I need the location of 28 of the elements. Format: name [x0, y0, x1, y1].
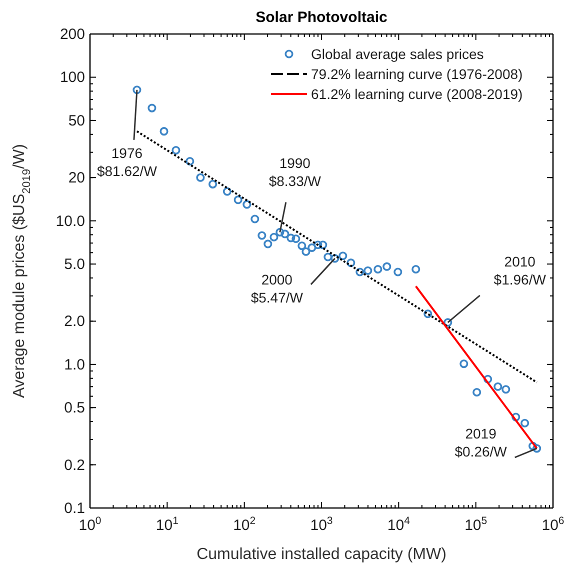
- y-tick-label: 1.0: [64, 356, 85, 374]
- annotation: 2019 $0.26/W: [454, 425, 508, 460]
- x-tick-label: 10$^{5}$: [464, 515, 488, 534]
- x-tick-label: 10$^{0}$: [78, 515, 102, 534]
- x-tick-label: 10$^{6}$: [542, 515, 564, 534]
- y-tick-label: 20: [68, 170, 85, 187]
- y-tick-label: 2.0: [64, 313, 85, 330]
- x-axis-title: Cumulative installed capacity (MW): [196, 546, 446, 563]
- legend-label: 61.2% learning curve (2008-2019): [311, 86, 523, 102]
- y-tick-label: 200: [60, 26, 85, 43]
- annotation: 1990 $8.33/W: [268, 155, 322, 190]
- y-tick-label: 0.2: [64, 456, 85, 474]
- x-tick-label: 10$^{2}$: [233, 515, 256, 534]
- y-tick-label: 0.5: [64, 400, 85, 417]
- y-tick-label: 0.1: [64, 500, 85, 517]
- annotation: 2010 $1.96/W: [494, 253, 547, 288]
- legend-label: Global average sales prices: [311, 46, 484, 62]
- annotation: 2000 $5.47/W: [250, 271, 304, 306]
- x-tick-label: 10$^{3}$: [310, 515, 333, 534]
- legend-label: 79.2% learning curve (1976-2008): [311, 66, 523, 82]
- y-tick-label: 10.0: [56, 212, 85, 230]
- annotation: 1976 $81.62/W: [96, 144, 158, 179]
- x-tick-label: 10$^{4}$: [387, 515, 410, 534]
- y-tick-label: 50: [68, 112, 85, 130]
- x-tick-label: 10$^{1}$: [156, 515, 179, 534]
- y-tick-label: 100: [60, 69, 85, 86]
- y-tick-label: 5.0: [64, 256, 85, 274]
- chart-title: Solar Photovoltaic: [256, 9, 388, 26]
